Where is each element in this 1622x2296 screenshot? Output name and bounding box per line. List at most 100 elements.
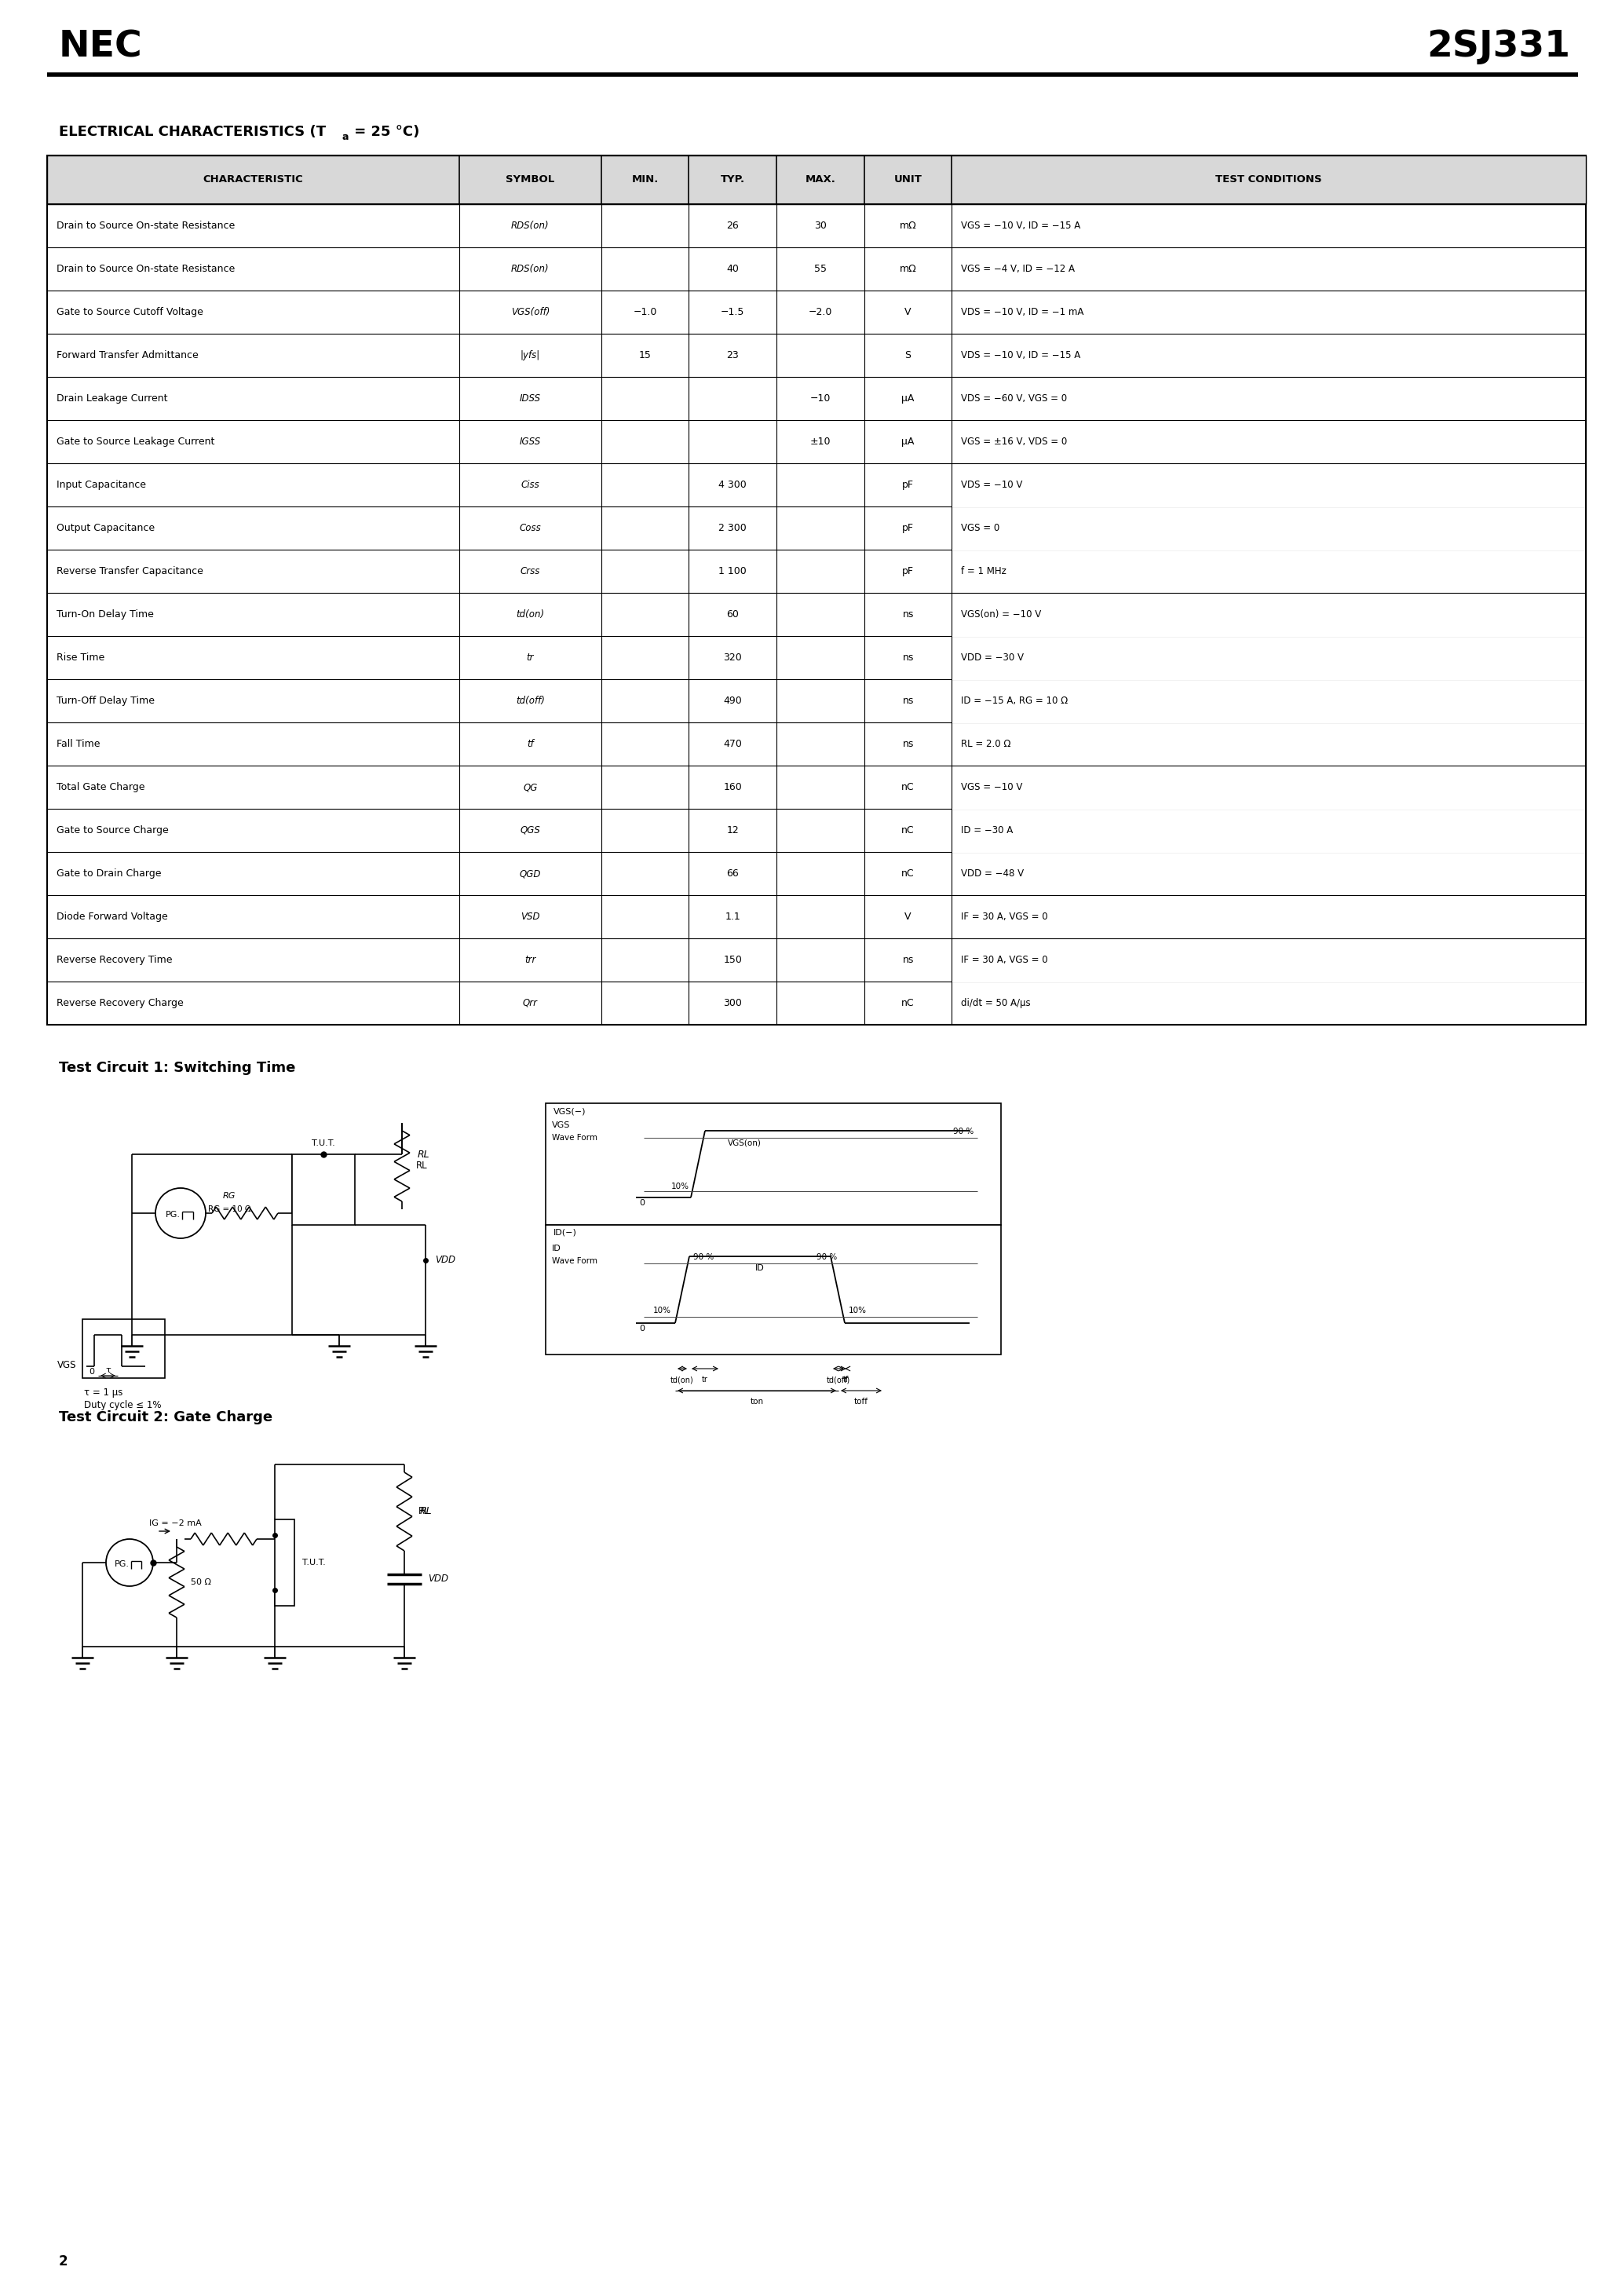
Text: VDD = −48 V: VDD = −48 V — [962, 868, 1023, 879]
Text: 50 Ω: 50 Ω — [191, 1577, 211, 1587]
Text: V: V — [905, 912, 912, 923]
Bar — [292, 1155, 355, 1226]
Text: mΩ: mΩ — [900, 264, 916, 273]
Text: VSD: VSD — [521, 912, 540, 923]
Text: Reverse Recovery Time: Reverse Recovery Time — [57, 955, 172, 964]
Text: VGS(off): VGS(off) — [511, 308, 550, 317]
Text: 55: 55 — [814, 264, 827, 273]
Text: 320: 320 — [723, 652, 741, 664]
Text: VDS = −10 V: VDS = −10 V — [962, 480, 1023, 489]
Text: QGS: QGS — [521, 824, 540, 836]
Text: ±10: ±10 — [809, 436, 830, 448]
Text: a: a — [342, 133, 349, 142]
Text: VGS(on) = −10 V: VGS(on) = −10 V — [962, 608, 1041, 620]
Text: 300: 300 — [723, 999, 741, 1008]
Text: T.U.T.: T.U.T. — [302, 1559, 326, 1566]
Text: VGS = −10 V, ID = −15 A: VGS = −10 V, ID = −15 A — [962, 220, 1080, 232]
Text: tr: tr — [527, 652, 534, 664]
Text: VDS = −10 V, ID = −1 mA: VDS = −10 V, ID = −1 mA — [962, 308, 1083, 317]
Text: Gate to Source Charge: Gate to Source Charge — [57, 824, 169, 836]
Text: Reverse Recovery Charge: Reverse Recovery Charge — [57, 999, 183, 1008]
Text: ns: ns — [902, 608, 913, 620]
Text: SYMBOL: SYMBOL — [506, 174, 555, 186]
Text: td(off): td(off) — [516, 696, 545, 705]
Text: 1.1: 1.1 — [725, 912, 740, 923]
Text: μA: μA — [902, 393, 915, 404]
Text: 2SJ331: 2SJ331 — [1426, 30, 1570, 64]
Text: 150: 150 — [723, 955, 741, 964]
Text: Drain Leakage Current: Drain Leakage Current — [57, 393, 167, 404]
Text: τ = 1 μs: τ = 1 μs — [84, 1387, 123, 1398]
Text: 90 %: 90 % — [693, 1254, 714, 1261]
Text: Test Circuit 2: Gate Charge: Test Circuit 2: Gate Charge — [58, 1410, 272, 1424]
Text: ID = −15 A, RG = 10 Ω: ID = −15 A, RG = 10 Ω — [962, 696, 1069, 705]
Text: RL = 2.0 Ω: RL = 2.0 Ω — [962, 739, 1011, 748]
Text: 90 %: 90 % — [816, 1254, 837, 1261]
Text: −2.0: −2.0 — [808, 308, 832, 317]
Text: Ciss: Ciss — [521, 480, 540, 489]
Text: PG.: PG. — [114, 1561, 130, 1568]
Text: QGD: QGD — [519, 868, 542, 879]
Text: NEC: NEC — [58, 30, 143, 64]
Bar — [545, 1226, 1001, 1355]
Text: RL: RL — [417, 1162, 428, 1171]
Text: VDD: VDD — [428, 1575, 448, 1584]
Text: VGS = −10 V: VGS = −10 V — [962, 783, 1023, 792]
Text: VGS = −4 V, ID = −12 A: VGS = −4 V, ID = −12 A — [962, 264, 1075, 273]
Text: −1.5: −1.5 — [720, 308, 744, 317]
Bar — [545, 1104, 1001, 1226]
Text: VGS(−): VGS(−) — [553, 1107, 586, 1116]
Text: nC: nC — [902, 868, 915, 879]
Text: MIN.: MIN. — [631, 174, 659, 186]
Text: Wave Form: Wave Form — [551, 1134, 597, 1141]
Text: pF: pF — [902, 523, 913, 533]
Text: ns: ns — [902, 696, 913, 705]
Text: 90 %: 90 % — [952, 1127, 973, 1137]
Text: RL: RL — [418, 1506, 430, 1518]
Text: tr: tr — [702, 1375, 709, 1384]
Text: VDS = −10 V, ID = −15 A: VDS = −10 V, ID = −15 A — [962, 351, 1080, 360]
Text: IDSS: IDSS — [519, 393, 540, 404]
Text: 10%: 10% — [848, 1306, 866, 1316]
Text: td(off): td(off) — [827, 1375, 850, 1384]
Text: ID(−): ID(−) — [553, 1228, 577, 1238]
Text: Gate to Source Cutoff Voltage: Gate to Source Cutoff Voltage — [57, 308, 203, 317]
Text: nC: nC — [902, 999, 915, 1008]
Text: VDD = −30 V: VDD = −30 V — [962, 652, 1023, 664]
Text: CHARACTERISTIC: CHARACTERISTIC — [203, 174, 303, 186]
Text: 2: 2 — [58, 2255, 68, 2268]
Text: mΩ: mΩ — [900, 220, 916, 232]
Text: RL: RL — [418, 1150, 430, 1159]
Text: ELECTRICAL CHARACTERISTICS (T: ELECTRICAL CHARACTERISTICS (T — [58, 124, 326, 140]
Text: Fall Time: Fall Time — [57, 739, 101, 748]
Text: Gate to Drain Charge: Gate to Drain Charge — [57, 868, 161, 879]
Text: toff: toff — [855, 1398, 868, 1405]
Text: 12: 12 — [727, 824, 738, 836]
Text: Rise Time: Rise Time — [57, 652, 104, 664]
Text: RDS(on): RDS(on) — [511, 264, 550, 273]
Text: Crss: Crss — [521, 567, 540, 576]
Text: 470: 470 — [723, 739, 741, 748]
Text: 30: 30 — [814, 220, 827, 232]
Text: 4 300: 4 300 — [719, 480, 746, 489]
Text: VDD: VDD — [435, 1256, 456, 1265]
Text: = 25 °C): = 25 °C) — [349, 124, 420, 140]
Text: 40: 40 — [727, 264, 740, 273]
Text: ns: ns — [902, 739, 913, 748]
Text: di/dt = 50 A/μs: di/dt = 50 A/μs — [962, 999, 1032, 1008]
Text: IGSS: IGSS — [519, 436, 542, 448]
Text: ns: ns — [902, 955, 913, 964]
Text: Total Gate Charge: Total Gate Charge — [57, 783, 144, 792]
Text: 10%: 10% — [654, 1306, 672, 1316]
Text: TEST CONDITIONS: TEST CONDITIONS — [1215, 174, 1322, 186]
Text: Forward Transfer Admittance: Forward Transfer Admittance — [57, 351, 198, 360]
Text: Diode Forward Voltage: Diode Forward Voltage — [57, 912, 167, 923]
Text: Test Circuit 1: Switching Time: Test Circuit 1: Switching Time — [58, 1061, 295, 1075]
Text: Wave Form: Wave Form — [551, 1258, 597, 1265]
Text: −10: −10 — [809, 393, 830, 404]
Text: Input Capacitance: Input Capacitance — [57, 480, 146, 489]
Text: 66: 66 — [727, 868, 738, 879]
Text: IF = 30 A, VGS = 0: IF = 30 A, VGS = 0 — [962, 955, 1048, 964]
Text: Turn-On Delay Time: Turn-On Delay Time — [57, 608, 154, 620]
Text: td(on): td(on) — [516, 608, 545, 620]
